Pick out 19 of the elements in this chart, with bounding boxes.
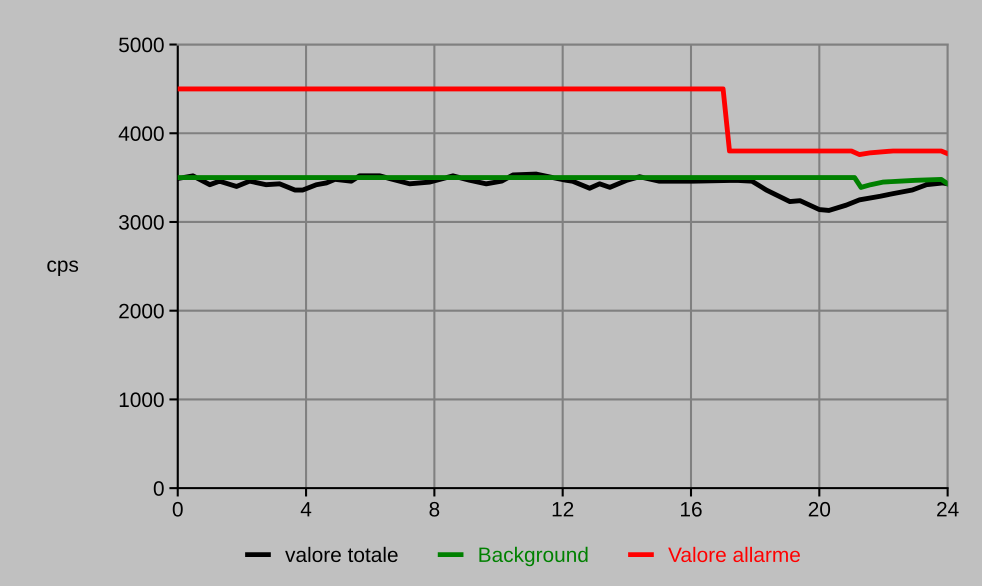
y-tick-label: 3000 bbox=[119, 214, 164, 230]
y-tick-label: 0 bbox=[154, 481, 164, 496]
x-tick-label: 20 bbox=[808, 502, 830, 517]
line-series bbox=[178, 86, 948, 157]
x-tick-label: 4 bbox=[300, 502, 312, 516]
y-tick-label: 1000 bbox=[120, 392, 164, 408]
legend-label: Valore allarme bbox=[668, 546, 800, 562]
x-tick-label: 24 bbox=[937, 502, 959, 516]
line-series bbox=[178, 175, 948, 190]
legend-label: Background bbox=[479, 546, 588, 566]
legend-label: valore totale bbox=[285, 546, 398, 562]
x-tick-label: 8 bbox=[429, 502, 440, 517]
x-tick-label: 12 bbox=[552, 502, 574, 516]
y-tick-label: 2000 bbox=[119, 304, 164, 318]
y-tick-label: 5000 bbox=[119, 38, 164, 52]
x-tick-label: 0 bbox=[172, 502, 183, 517]
y-tick-label: 4000 bbox=[118, 126, 164, 142]
y-axis-title: cps bbox=[47, 260, 78, 276]
x-tick-label: 16 bbox=[681, 502, 702, 517]
